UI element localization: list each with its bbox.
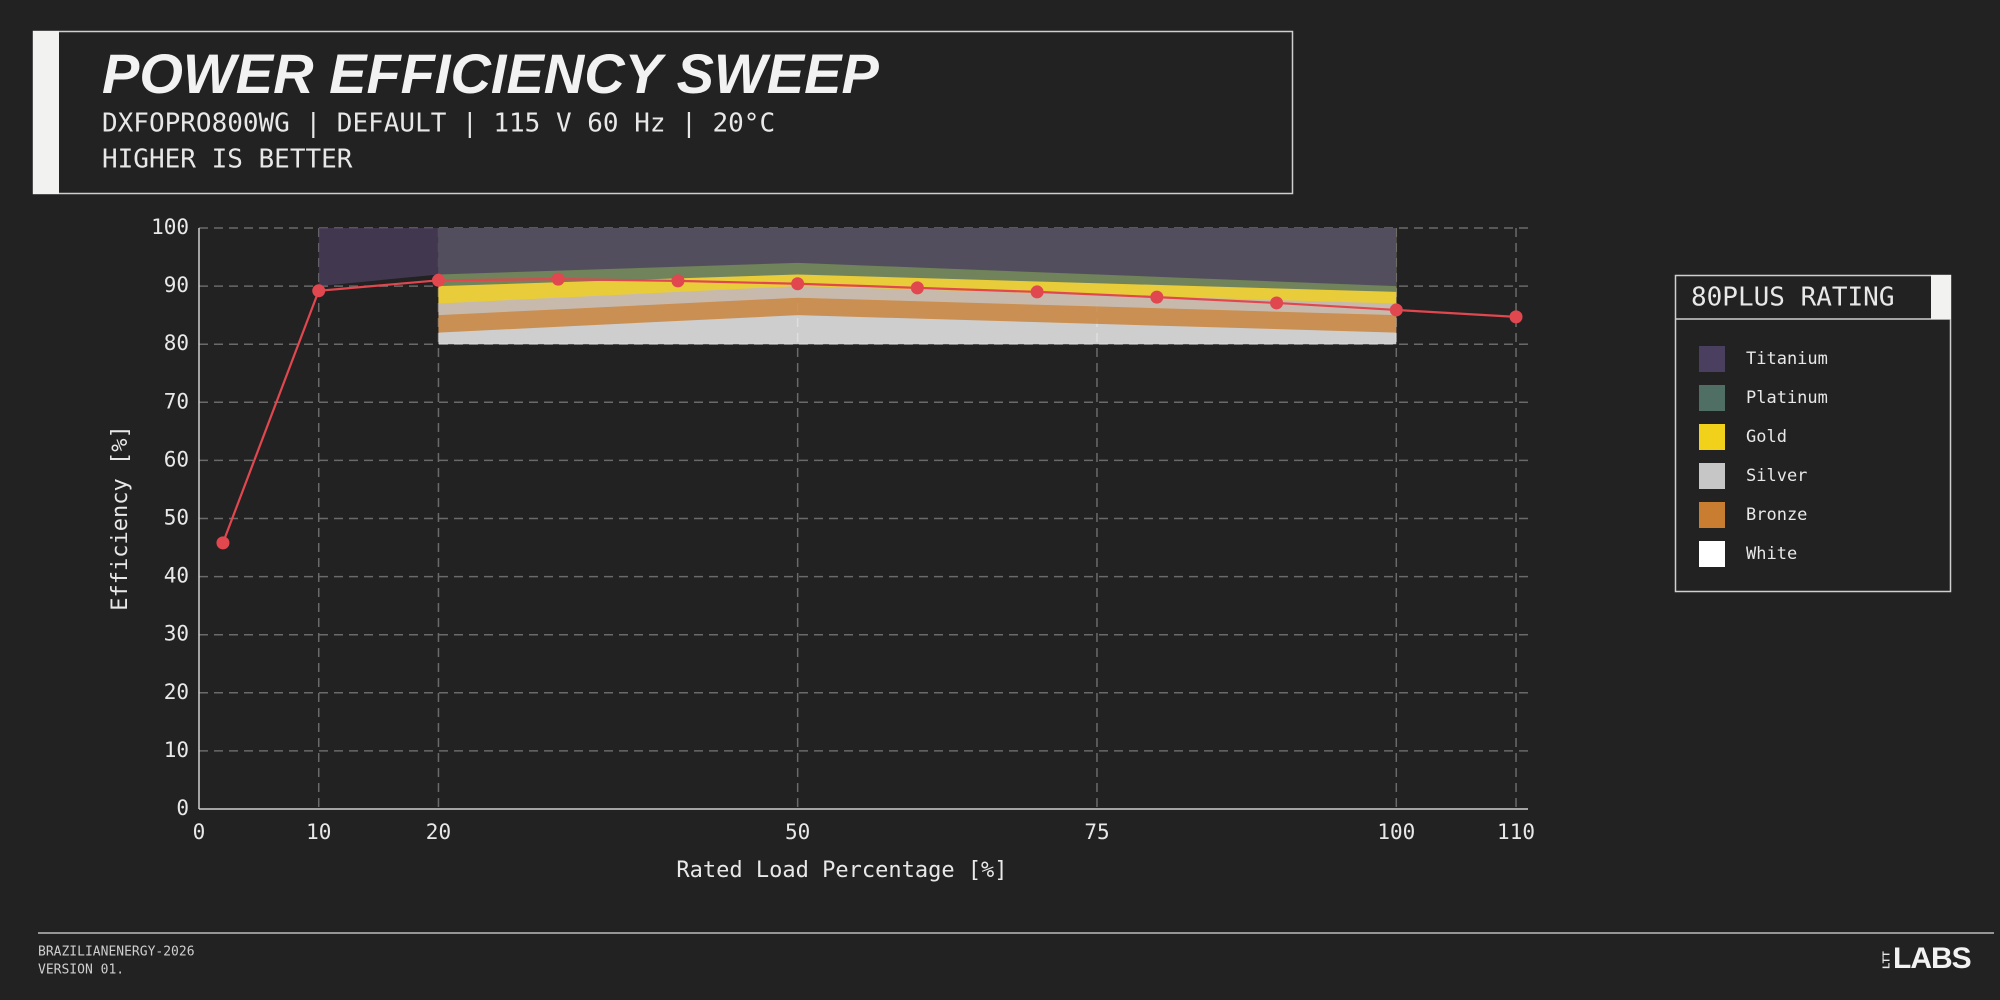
x-tick-label: 20 — [426, 820, 451, 844]
axis-layer — [198, 228, 1528, 810]
legend-label: Silver — [1746, 466, 1807, 486]
data-point — [1030, 285, 1044, 299]
legend-title: 80PLUS RATING — [1691, 283, 1895, 313]
y-tick-label: 100 — [151, 215, 189, 239]
legend-swatch — [1699, 346, 1725, 372]
legend-swatch — [1699, 385, 1725, 411]
y-tick-label: 0 — [176, 796, 189, 820]
footer-text: BRAZILIANENERGY-2026 — [38, 945, 195, 960]
y-tick-label: 50 — [164, 506, 189, 530]
data-point — [551, 272, 565, 286]
data-point — [1270, 296, 1284, 310]
x-tick-label: 110 — [1497, 820, 1535, 844]
line-layer — [216, 272, 1523, 550]
data-point — [216, 536, 230, 550]
rating-band — [318, 228, 1397, 287]
data-point — [1389, 303, 1403, 317]
x-tick-label: 0 — [193, 820, 206, 844]
legend-label: Gold — [1746, 427, 1787, 447]
x-tick-label: 100 — [1377, 820, 1415, 844]
logo: LABS — [1893, 942, 1971, 975]
data-point — [431, 273, 445, 287]
y-tick-label: 90 — [164, 273, 189, 297]
legend-swatch — [1699, 463, 1725, 489]
y-tick-label: 30 — [164, 622, 189, 646]
data-point — [1509, 310, 1523, 324]
y-tick-label: 80 — [164, 331, 189, 355]
legend-swatch — [1699, 424, 1725, 450]
y-tick-label: 60 — [164, 447, 189, 471]
efficiency-line — [221, 278, 1517, 544]
legend-label: Titanium — [1746, 349, 1828, 369]
x-axis-label: Rated Load Percentage [%] — [676, 858, 1007, 883]
legend-swatch — [1699, 502, 1725, 528]
y-axis-label: Efficiency [%] — [108, 425, 133, 610]
legend-label: Bronze — [1746, 505, 1807, 525]
x-tick-label: 75 — [1084, 820, 1109, 844]
footer-text: VERSION 01. — [38, 963, 124, 978]
y-tick-label: 70 — [164, 389, 189, 413]
data-point — [910, 281, 924, 295]
header-accent — [33, 31, 59, 194]
y-tick-label: 40 — [164, 564, 189, 588]
subtitle: DXFOPRO800WG | DEFAULT | 115 V 60 Hz | 2… — [102, 109, 775, 139]
legend-box — [1674, 274, 1952, 593]
legend-label: White — [1746, 544, 1797, 564]
chart-title: POWER EFFICIENCY SWEEP — [102, 42, 879, 105]
data-point — [671, 274, 685, 288]
logo-small: LTT — [1882, 951, 1893, 969]
x-tick-label: 50 — [785, 820, 810, 844]
data-point — [791, 277, 805, 291]
y-tick-label: 10 — [164, 738, 189, 762]
y-tick-label: 20 — [164, 680, 189, 704]
data-point — [312, 284, 326, 298]
x-tick-label: 10 — [306, 820, 331, 844]
legend-swatch — [1699, 541, 1725, 567]
subtitle: HIGHER IS BETTER — [102, 145, 353, 175]
legend-label: Platinum — [1746, 388, 1828, 408]
legend-accent — [1931, 275, 1951, 319]
data-point — [1150, 290, 1164, 304]
